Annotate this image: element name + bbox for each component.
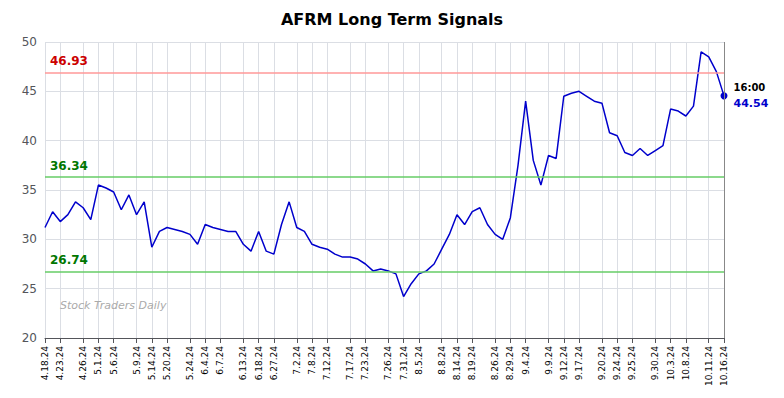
svg-text:10.11.24: 10.11.24	[704, 346, 714, 386]
svg-text:5.1.24: 5.1.24	[93, 346, 103, 375]
svg-text:9.9.24: 9.9.24	[544, 346, 554, 375]
svg-text:5.14.24: 5.14.24	[147, 346, 157, 381]
svg-text:7.12.24: 7.12.24	[322, 346, 332, 381]
svg-text:9.30.24: 9.30.24	[650, 346, 660, 381]
svg-text:8.14.24: 8.14.24	[452, 346, 462, 381]
svg-text:9.24.24: 9.24.24	[612, 346, 622, 381]
svg-text:6.13.24: 6.13.24	[238, 346, 248, 381]
svg-text:8.26.24: 8.26.24	[490, 346, 500, 381]
svg-text:6.4.24: 6.4.24	[200, 346, 210, 375]
svg-text:6.27.24: 6.27.24	[269, 346, 279, 381]
svg-text:7.17.24: 7.17.24	[345, 346, 355, 381]
svg-text:4.18.24: 4.18.24	[40, 346, 50, 381]
svg-text:7.23.24: 7.23.24	[360, 346, 370, 381]
svg-text:9.25.24: 9.25.24	[627, 346, 637, 381]
svg-text:44.54: 44.54	[734, 97, 769, 110]
svg-text:9.12.24: 9.12.24	[559, 346, 569, 381]
svg-text:25: 25	[22, 282, 37, 296]
svg-text:5.9.24: 5.9.24	[132, 346, 142, 375]
svg-text:7.31.24: 7.31.24	[399, 346, 409, 381]
svg-text:10.3.24: 10.3.24	[666, 346, 676, 381]
svg-text:45: 45	[22, 84, 37, 98]
svg-text:20: 20	[22, 331, 37, 345]
svg-text:5.24.24: 5.24.24	[185, 346, 195, 381]
svg-text:9.17.24: 9.17.24	[574, 346, 584, 381]
svg-text:9.20.24: 9.20.24	[597, 346, 607, 381]
svg-text:8.19.24: 8.19.24	[467, 346, 477, 381]
svg-text:4.26.24: 4.26.24	[78, 346, 88, 381]
svg-text:5.6.24: 5.6.24	[109, 346, 119, 375]
svg-text:50: 50	[22, 35, 37, 49]
svg-text:9.4.24: 9.4.24	[521, 346, 531, 375]
svg-text:AFRM Long Term Signals: AFRM Long Term Signals	[281, 10, 503, 29]
svg-text:Stock Traders Daily: Stock Traders Daily	[60, 299, 167, 312]
svg-text:4.23.24: 4.23.24	[55, 346, 65, 381]
svg-text:16:00: 16:00	[734, 82, 766, 93]
svg-text:8.29.24: 8.29.24	[505, 346, 515, 381]
svg-text:26.74: 26.74	[50, 253, 88, 267]
svg-text:8.5.24: 8.5.24	[414, 346, 424, 375]
svg-text:7.26.24: 7.26.24	[383, 346, 393, 381]
svg-text:10.8.24: 10.8.24	[681, 346, 691, 381]
svg-text:7.8.24: 7.8.24	[307, 346, 317, 375]
svg-text:36.34: 36.34	[50, 159, 88, 173]
svg-text:35: 35	[22, 183, 37, 197]
svg-text:46.93: 46.93	[50, 54, 88, 68]
svg-text:30: 30	[22, 232, 37, 246]
svg-text:6.18.24: 6.18.24	[254, 346, 264, 381]
svg-text:8.8.24: 8.8.24	[437, 346, 447, 375]
svg-text:5.20.24: 5.20.24	[162, 346, 172, 381]
svg-text:7.2.24: 7.2.24	[292, 346, 302, 375]
svg-text:6.7.24: 6.7.24	[215, 346, 225, 375]
svg-text:10.16.24: 10.16.24	[719, 346, 729, 386]
svg-text:40: 40	[22, 134, 37, 148]
